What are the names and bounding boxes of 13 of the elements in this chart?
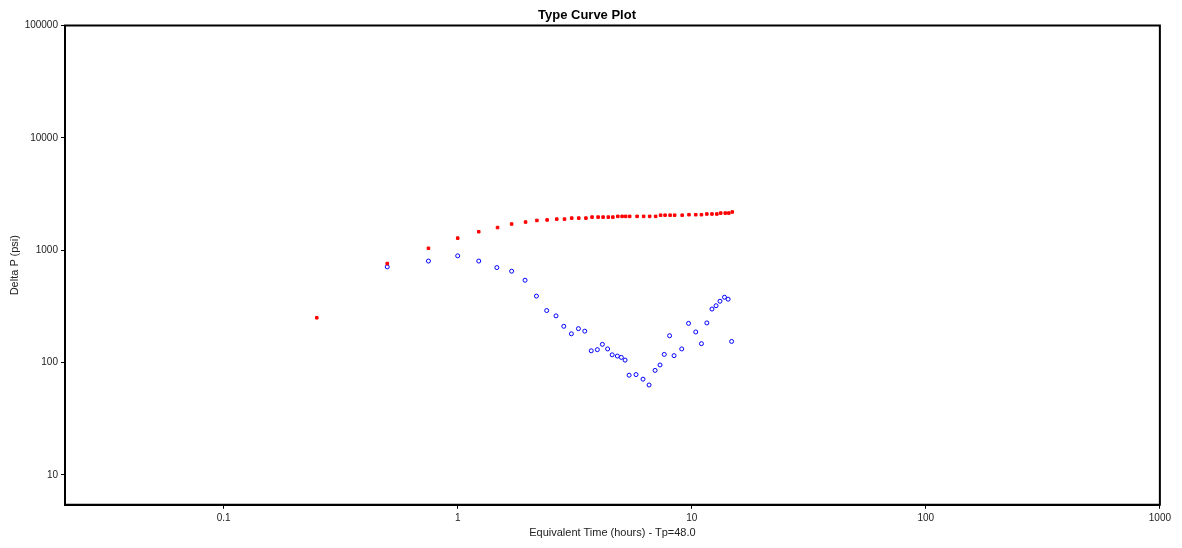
chart-title: Type Curve Plot	[537, 7, 637, 23]
y-axis-title: Delta P (psi)	[7, 235, 20, 296]
x-tick-label: 100	[917, 511, 935, 523]
x-tick-label: 0.1	[216, 511, 232, 523]
y-tick-label: 10	[46, 468, 59, 480]
x-tick-label: 1	[454, 511, 461, 523]
y-tick-label: 100000	[24, 19, 59, 31]
x-tick-label: 1000	[1148, 511, 1172, 523]
y-tick-label: 100	[41, 356, 59, 368]
y-tick-label: 1000	[35, 243, 59, 255]
x-axis-title: Equivalent Time (hours) - Tp=48.0	[529, 526, 696, 539]
x-tick-label: 10	[686, 511, 698, 523]
y-tick-label: 10000	[30, 131, 59, 143]
